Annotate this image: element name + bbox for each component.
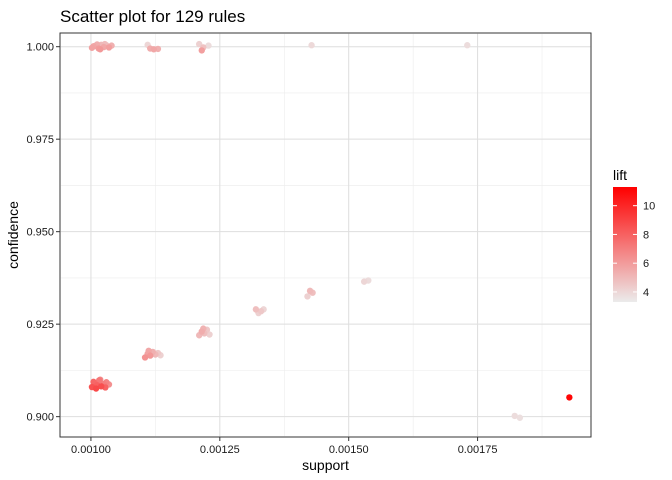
major-gridlines [60,33,591,437]
data-point [150,46,158,53]
y-tick-label: 0.950 [26,227,54,239]
x-tick-label: 0.00100 [71,444,111,456]
data-point [257,308,265,315]
data-point [516,414,524,421]
data-point [306,287,314,295]
data-point [205,42,212,49]
x-axis-title: support [302,457,349,473]
data-point [511,412,518,420]
legend-tick-label: 8 [643,229,649,241]
data-point [304,293,311,300]
legend-tick-label: 6 [643,258,649,270]
chart-title: Scatter plot for 129 rules [60,7,245,26]
data-point [88,44,96,51]
data-point [360,278,368,285]
legend-ticks: 4 6 8 10 [613,201,655,299]
legend-tick-label: 10 [643,201,655,213]
legend-tick-label: 4 [643,287,649,299]
data-point [198,47,205,54]
legend-colorbar [613,187,637,302]
x-tick-label: 0.00125 [200,444,240,456]
data-point [97,46,104,53]
data-point [147,352,154,359]
x-tick-label: 0.00150 [329,444,369,456]
y-tick-label: 0.900 [26,412,54,424]
y-tick-label: 0.925 [26,319,54,331]
data-point [566,394,573,401]
data-point [141,354,149,361]
minor-gridlines [60,33,591,437]
y-tick-label: 1.000 [26,42,54,54]
data-point [105,44,113,51]
data-point [198,328,205,335]
legend-title: lift [613,167,627,183]
data-point [252,306,260,313]
plot-border [59,32,592,438]
y-axis-title: confidence [5,201,21,269]
x-axis: 0.00100 0.00125 0.00150 0.00175 [71,437,497,456]
data-point [206,331,213,338]
data-point [308,42,315,49]
plot-panel [59,32,592,438]
y-tick-label: 0.975 [26,134,54,146]
data-point [464,42,471,49]
color-legend: lift 4 6 8 10 [613,167,655,302]
x-tick-label: 0.00175 [458,444,498,456]
y-axis: 0.900 0.925 0.950 0.975 1.000 [26,42,60,424]
data-points [88,40,573,421]
data-point [92,385,100,392]
data-point [98,383,105,390]
